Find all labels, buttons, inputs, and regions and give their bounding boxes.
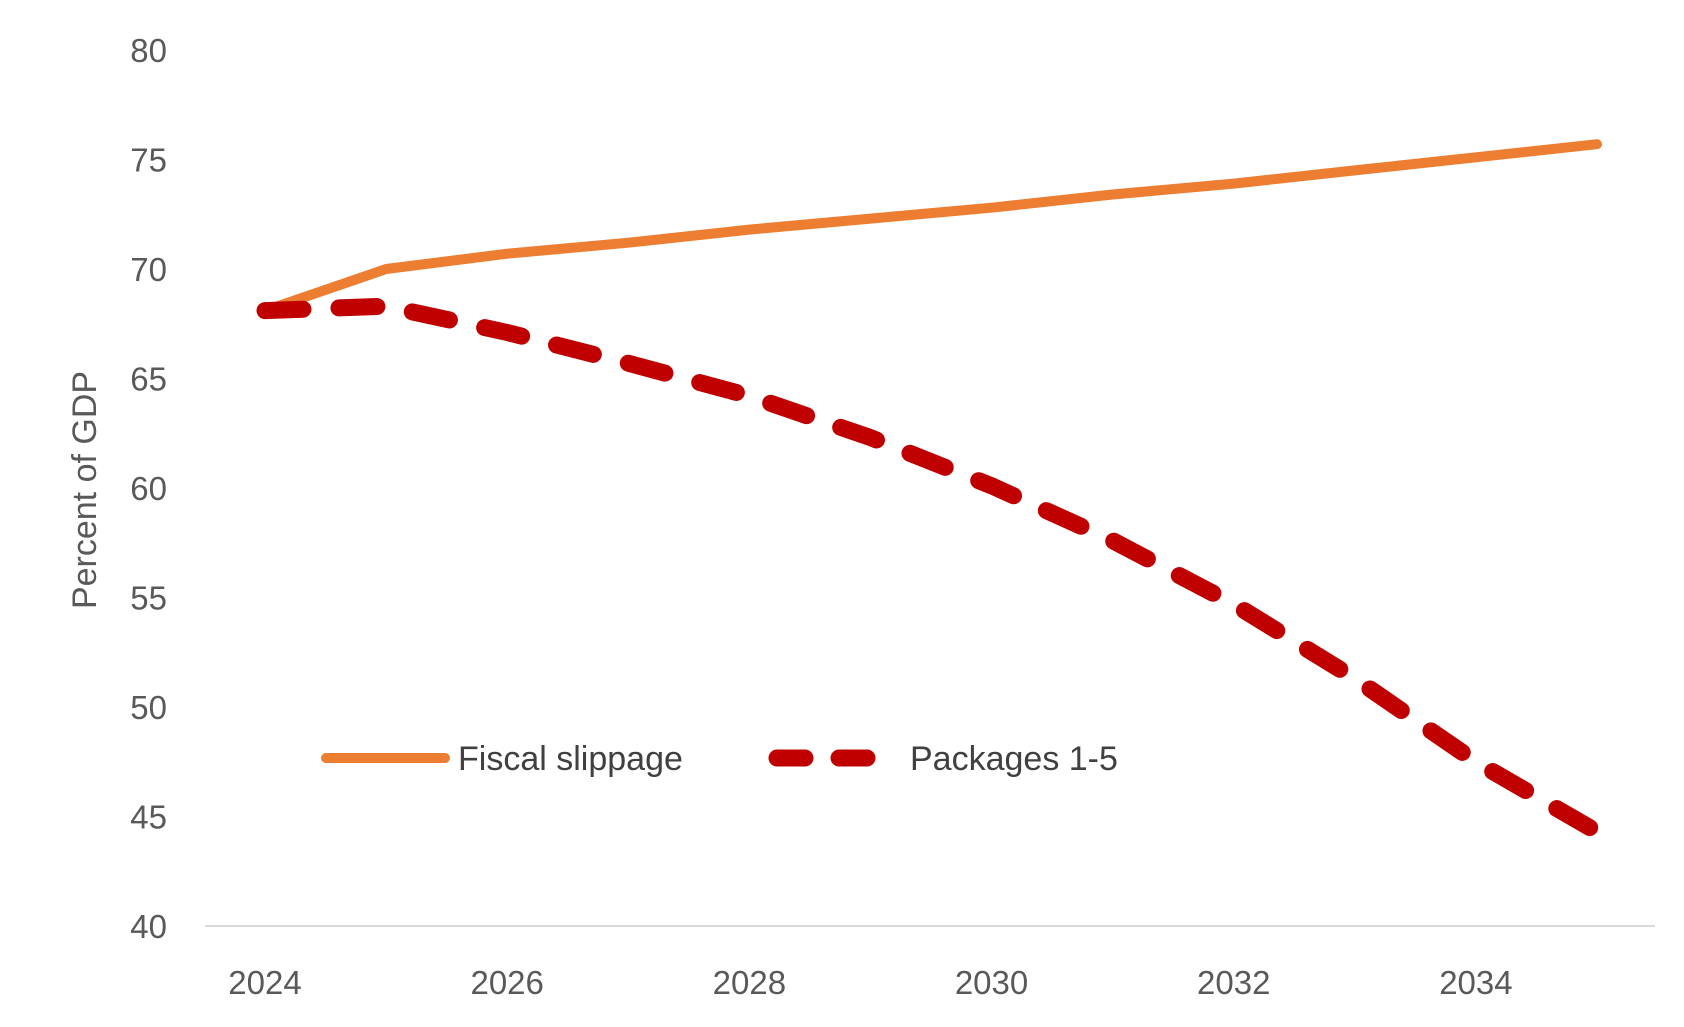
y-axis-ticks: 40 45 50 55 60 65 70 75 80 — [130, 32, 167, 945]
x-tick-label: 2028 — [713, 964, 786, 1001]
y-tick-label: 55 — [130, 580, 167, 617]
y-tick-label: 40 — [130, 908, 167, 945]
series-layer — [256, 139, 1606, 841]
y-tick-label: 80 — [130, 32, 167, 69]
x-tick-label: 2024 — [228, 964, 301, 1001]
x-tick-label: 2030 — [955, 964, 1028, 1001]
x-axis-ticks: 2024 2026 2028 2030 2032 2034 — [228, 964, 1512, 1001]
x-tick-label: 2034 — [1439, 964, 1512, 1001]
legend-label-fiscal-slippage: Fiscal slippage — [458, 740, 683, 778]
y-tick-label: 65 — [130, 361, 167, 398]
y-tick-label: 50 — [130, 689, 167, 726]
legend-label-packages-1-5: Packages 1-5 — [910, 740, 1118, 778]
legend: Fiscal slippage Packages 1-5 — [321, 740, 1118, 778]
y-axis-title: Percent of GDP — [66, 371, 104, 609]
y-tick-label: 70 — [130, 251, 167, 288]
y-tick-label: 60 — [130, 470, 167, 507]
series-line-fiscal-slippage — [260, 139, 1602, 316]
x-tick-label: 2032 — [1197, 964, 1270, 1001]
series-line-packages-1-5 — [256, 297, 1606, 841]
x-tick-label: 2026 — [470, 964, 543, 1001]
y-tick-label: 45 — [130, 799, 167, 836]
y-tick-label: 75 — [130, 142, 167, 179]
